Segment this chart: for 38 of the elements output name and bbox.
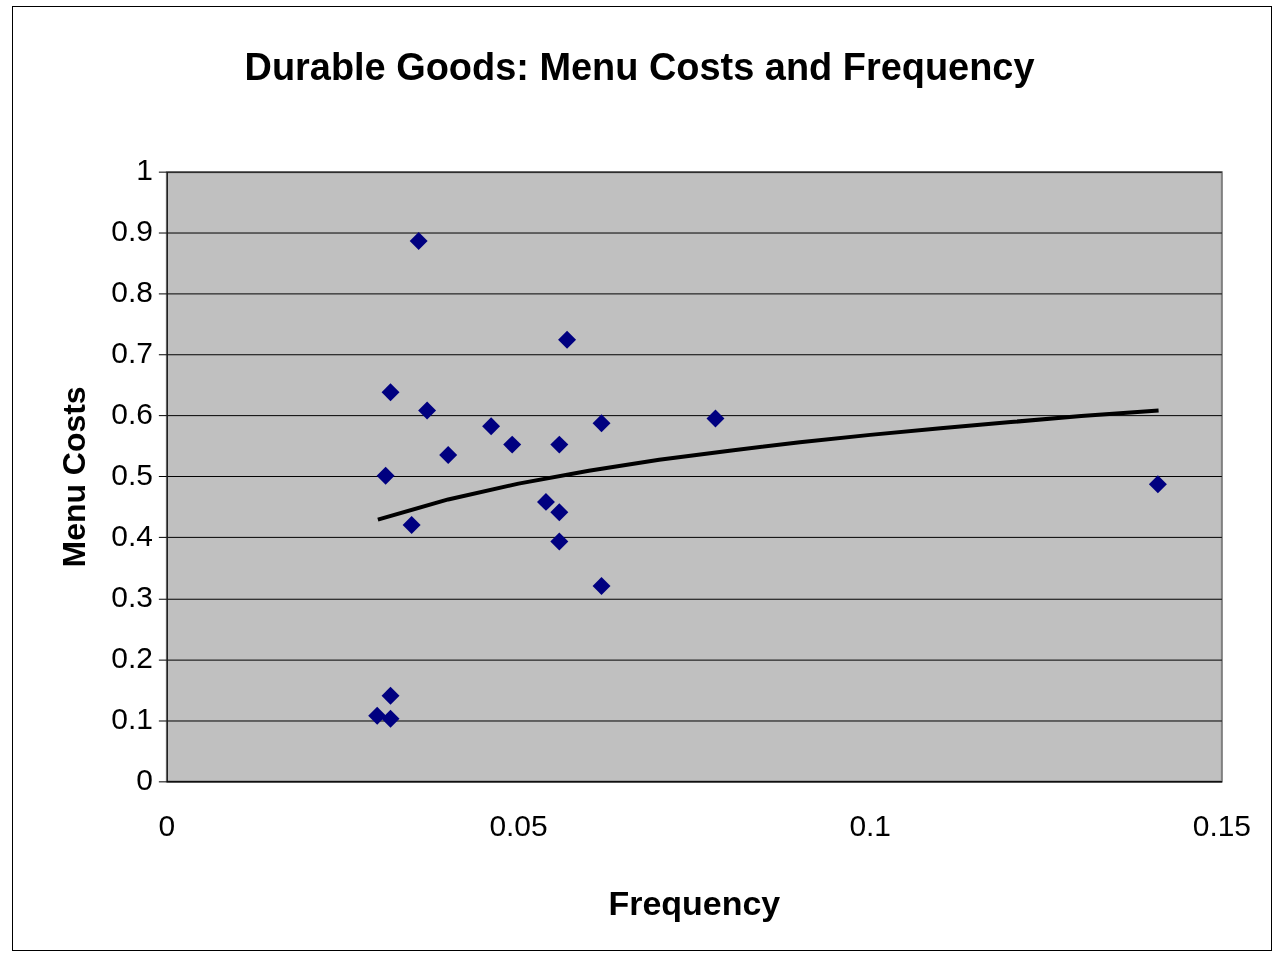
y-axis-title: Menu Costs: [55, 386, 92, 568]
point: [550, 435, 569, 454]
point: [482, 417, 501, 436]
point: [550, 503, 569, 522]
point: [550, 532, 569, 551]
point: [439, 445, 458, 464]
point: [536, 492, 555, 511]
point: [706, 409, 725, 428]
y-tick-label: 0.4: [111, 519, 153, 553]
x-tick-label: 0.15: [1192, 808, 1252, 842]
y-tick-label: 1: [136, 153, 153, 187]
y-tick-label: 0.5: [111, 458, 153, 492]
point: [409, 232, 428, 251]
point: [381, 383, 400, 402]
point: [376, 466, 395, 485]
x-tick-label: 0.05: [489, 808, 548, 842]
point: [558, 330, 577, 349]
point: [381, 686, 400, 705]
point: [402, 516, 421, 535]
y-tick-label: 0.3: [111, 580, 153, 614]
y-tick-label: 0.9: [111, 214, 153, 248]
point: [368, 706, 387, 725]
point: [381, 709, 400, 728]
y-tick-label: 0.7: [111, 336, 153, 370]
chart-title: Durable Goods: Menu Costs and Frequency: [244, 46, 1035, 89]
x-tick-label: 0: [158, 808, 176, 842]
y-tick-label: 0: [136, 762, 153, 796]
x-axis-title: Frequency: [608, 884, 781, 923]
point: [592, 414, 611, 433]
x-tick-label: 0.1: [849, 808, 892, 842]
point: [1148, 475, 1167, 494]
point: [592, 576, 611, 595]
point: [418, 401, 437, 420]
point: [503, 435, 522, 454]
y-tick-label: 0.8: [111, 275, 153, 309]
y-tick-label: 0.6: [111, 397, 153, 431]
y-tick-label: 0.1: [111, 701, 153, 735]
y-tick-label: 0.2: [111, 640, 153, 674]
